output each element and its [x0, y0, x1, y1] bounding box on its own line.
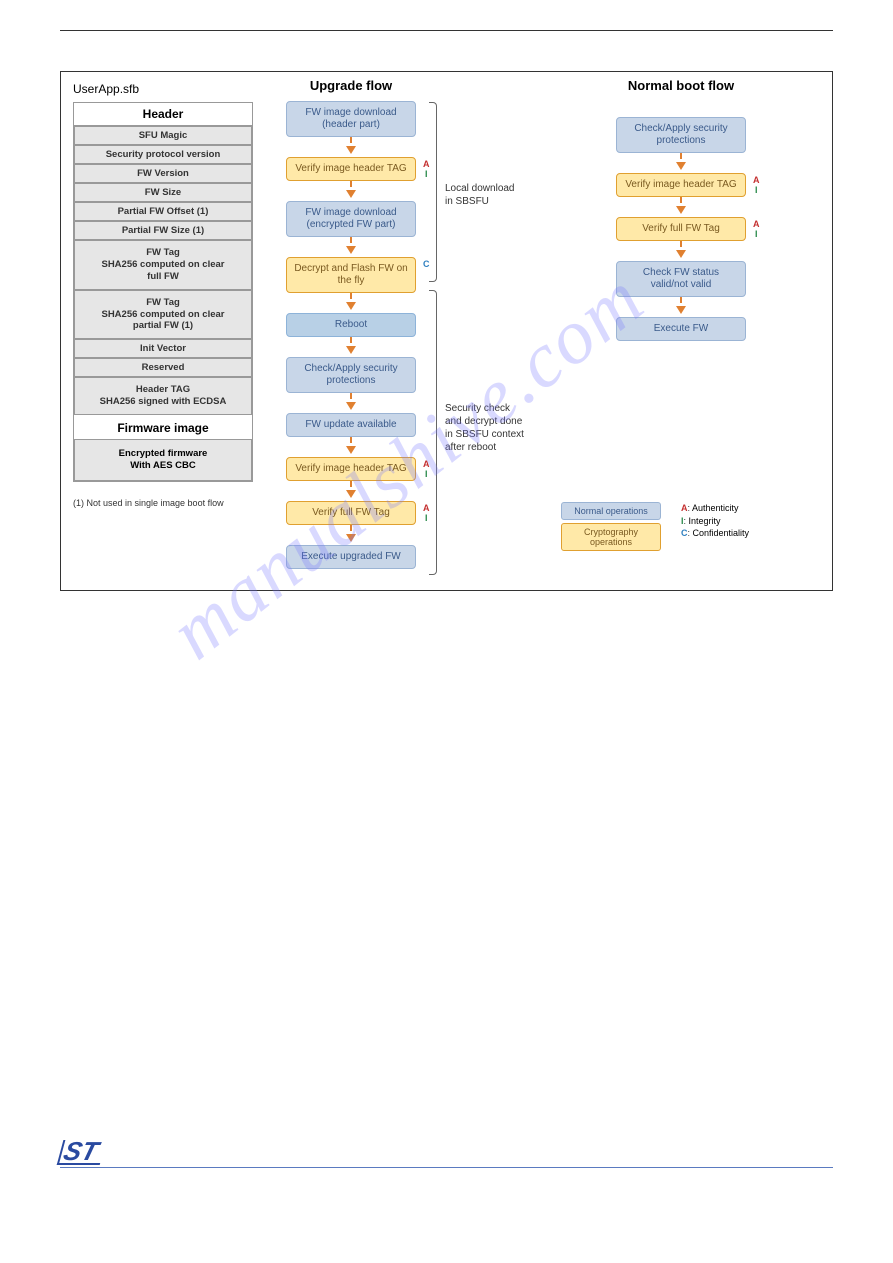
hdr-cell: FW TagSHA256 computed on clearpartial FW…: [74, 290, 252, 340]
upgrade-step-5: Check/Apply security protections: [286, 357, 416, 393]
upgrade-step-1: Verify image header TAGAI: [286, 157, 416, 181]
arrow-down-icon: [346, 246, 356, 254]
upgrade-step-4: Reboot: [286, 313, 416, 337]
arrow-down-icon: [346, 190, 356, 198]
arrow-down-icon: [346, 346, 356, 354]
st-logo: ST: [57, 1140, 107, 1165]
arrow-stem: [350, 437, 352, 443]
bracket-security-check: [429, 290, 437, 575]
upgrade-step-7: Verify image header TAGAI: [286, 457, 416, 481]
normal-step-2: Verify full FW TagAI: [616, 217, 746, 241]
footnote: (1) Not used in single image boot flow: [73, 498, 253, 508]
arrow-stem: [350, 525, 352, 531]
normal-step-1: Verify image header TAGAI: [616, 173, 746, 197]
hdr-cell: Partial FW Offset (1): [74, 202, 252, 221]
upgrade-step-6: FW update available: [286, 413, 416, 437]
arrow-stem: [350, 481, 352, 487]
legend-crypto-ops: Cryptography operations: [561, 523, 661, 551]
upgrade-flow-column: Upgrade flow FW image download (header p…: [271, 78, 431, 569]
header-box: Header SFU Magic Security protocol versi…: [73, 102, 253, 482]
hdr-cell: FW Size: [74, 183, 252, 202]
legend-key: A: Authenticity I: Integrity C: Confiden…: [681, 502, 749, 540]
userapp-column: UserApp.sfb Header SFU Magic Security pr…: [73, 82, 253, 508]
firmware-title: Firmware image: [74, 415, 252, 439]
upgrade-step-8: Verify full FW TagAI: [286, 501, 416, 525]
arrow-down-icon: [676, 250, 686, 258]
upgrade-step-2: FW image download (encrypted FW part): [286, 201, 416, 237]
legend-normal-ops: Normal operations: [561, 502, 661, 520]
hdr-cell: Header TAGSHA256 signed with ECDSA: [74, 377, 252, 415]
bracket-local-download: [429, 102, 437, 282]
encrypted-firmware-cell: Encrypted firmwareWith AES CBC: [74, 439, 252, 481]
arrow-stem: [680, 153, 682, 159]
legend-boxes: Normal operations Cryptography operation…: [561, 502, 661, 554]
arrow-down-icon: [346, 302, 356, 310]
arrow-stem: [350, 393, 352, 399]
upgrade-title: Upgrade flow: [271, 78, 431, 93]
header-title: Header: [74, 103, 252, 126]
arrow-down-icon: [346, 534, 356, 542]
normal-flow-column: Normal boot flow Check/Apply security pr…: [601, 78, 761, 341]
hdr-cell: FW Version: [74, 164, 252, 183]
hdr-cell: Security protocol version: [74, 145, 252, 164]
normal-step-2-tag: AI: [753, 220, 760, 240]
bracket-text-2: Security checkand decrypt donein SBSFU c…: [445, 402, 524, 454]
hdr-cell: FW TagSHA256 computed on clearfull FW: [74, 240, 252, 290]
bracket-text-1: Local downloadin SBSFU: [445, 182, 515, 208]
normal-step-4: Execute FW: [616, 317, 746, 341]
arrow-down-icon: [346, 446, 356, 454]
arrow-down-icon: [676, 206, 686, 214]
hdr-cell: Partial FW Size (1): [74, 221, 252, 240]
normal-title: Normal boot flow: [601, 78, 761, 93]
arrow-down-icon: [346, 402, 356, 410]
arrow-stem: [680, 241, 682, 247]
arrow-stem: [680, 197, 682, 203]
arrow-stem: [350, 137, 352, 143]
arrow-down-icon: [676, 162, 686, 170]
arrow-stem: [350, 293, 352, 299]
hdr-cell: SFU Magic: [74, 126, 252, 145]
arrow-stem: [350, 237, 352, 243]
hdr-cell: Init Vector: [74, 339, 252, 358]
arrow-stem: [350, 181, 352, 187]
arrow-down-icon: [346, 490, 356, 498]
arrow-stem: [680, 297, 682, 303]
upgrade-step-0: FW image download (header part): [286, 101, 416, 137]
arrow-stem: [350, 337, 352, 343]
arrow-down-icon: [676, 306, 686, 314]
upgrade-step-9: Execute upgraded FW: [286, 545, 416, 569]
normal-step-1-tag: AI: [753, 176, 760, 196]
upgrade-step-3: Decrypt and Flash FW on the flyC: [286, 257, 416, 293]
normal-step-3: Check FW status valid/not valid: [616, 261, 746, 297]
hdr-cell: Reserved: [74, 358, 252, 377]
diagram-frame: UserApp.sfb Header SFU Magic Security pr…: [60, 71, 833, 591]
footer: ST: [60, 1140, 833, 1168]
arrow-down-icon: [346, 146, 356, 154]
normal-step-0: Check/Apply security protections: [616, 117, 746, 153]
file-label: UserApp.sfb: [73, 82, 253, 96]
